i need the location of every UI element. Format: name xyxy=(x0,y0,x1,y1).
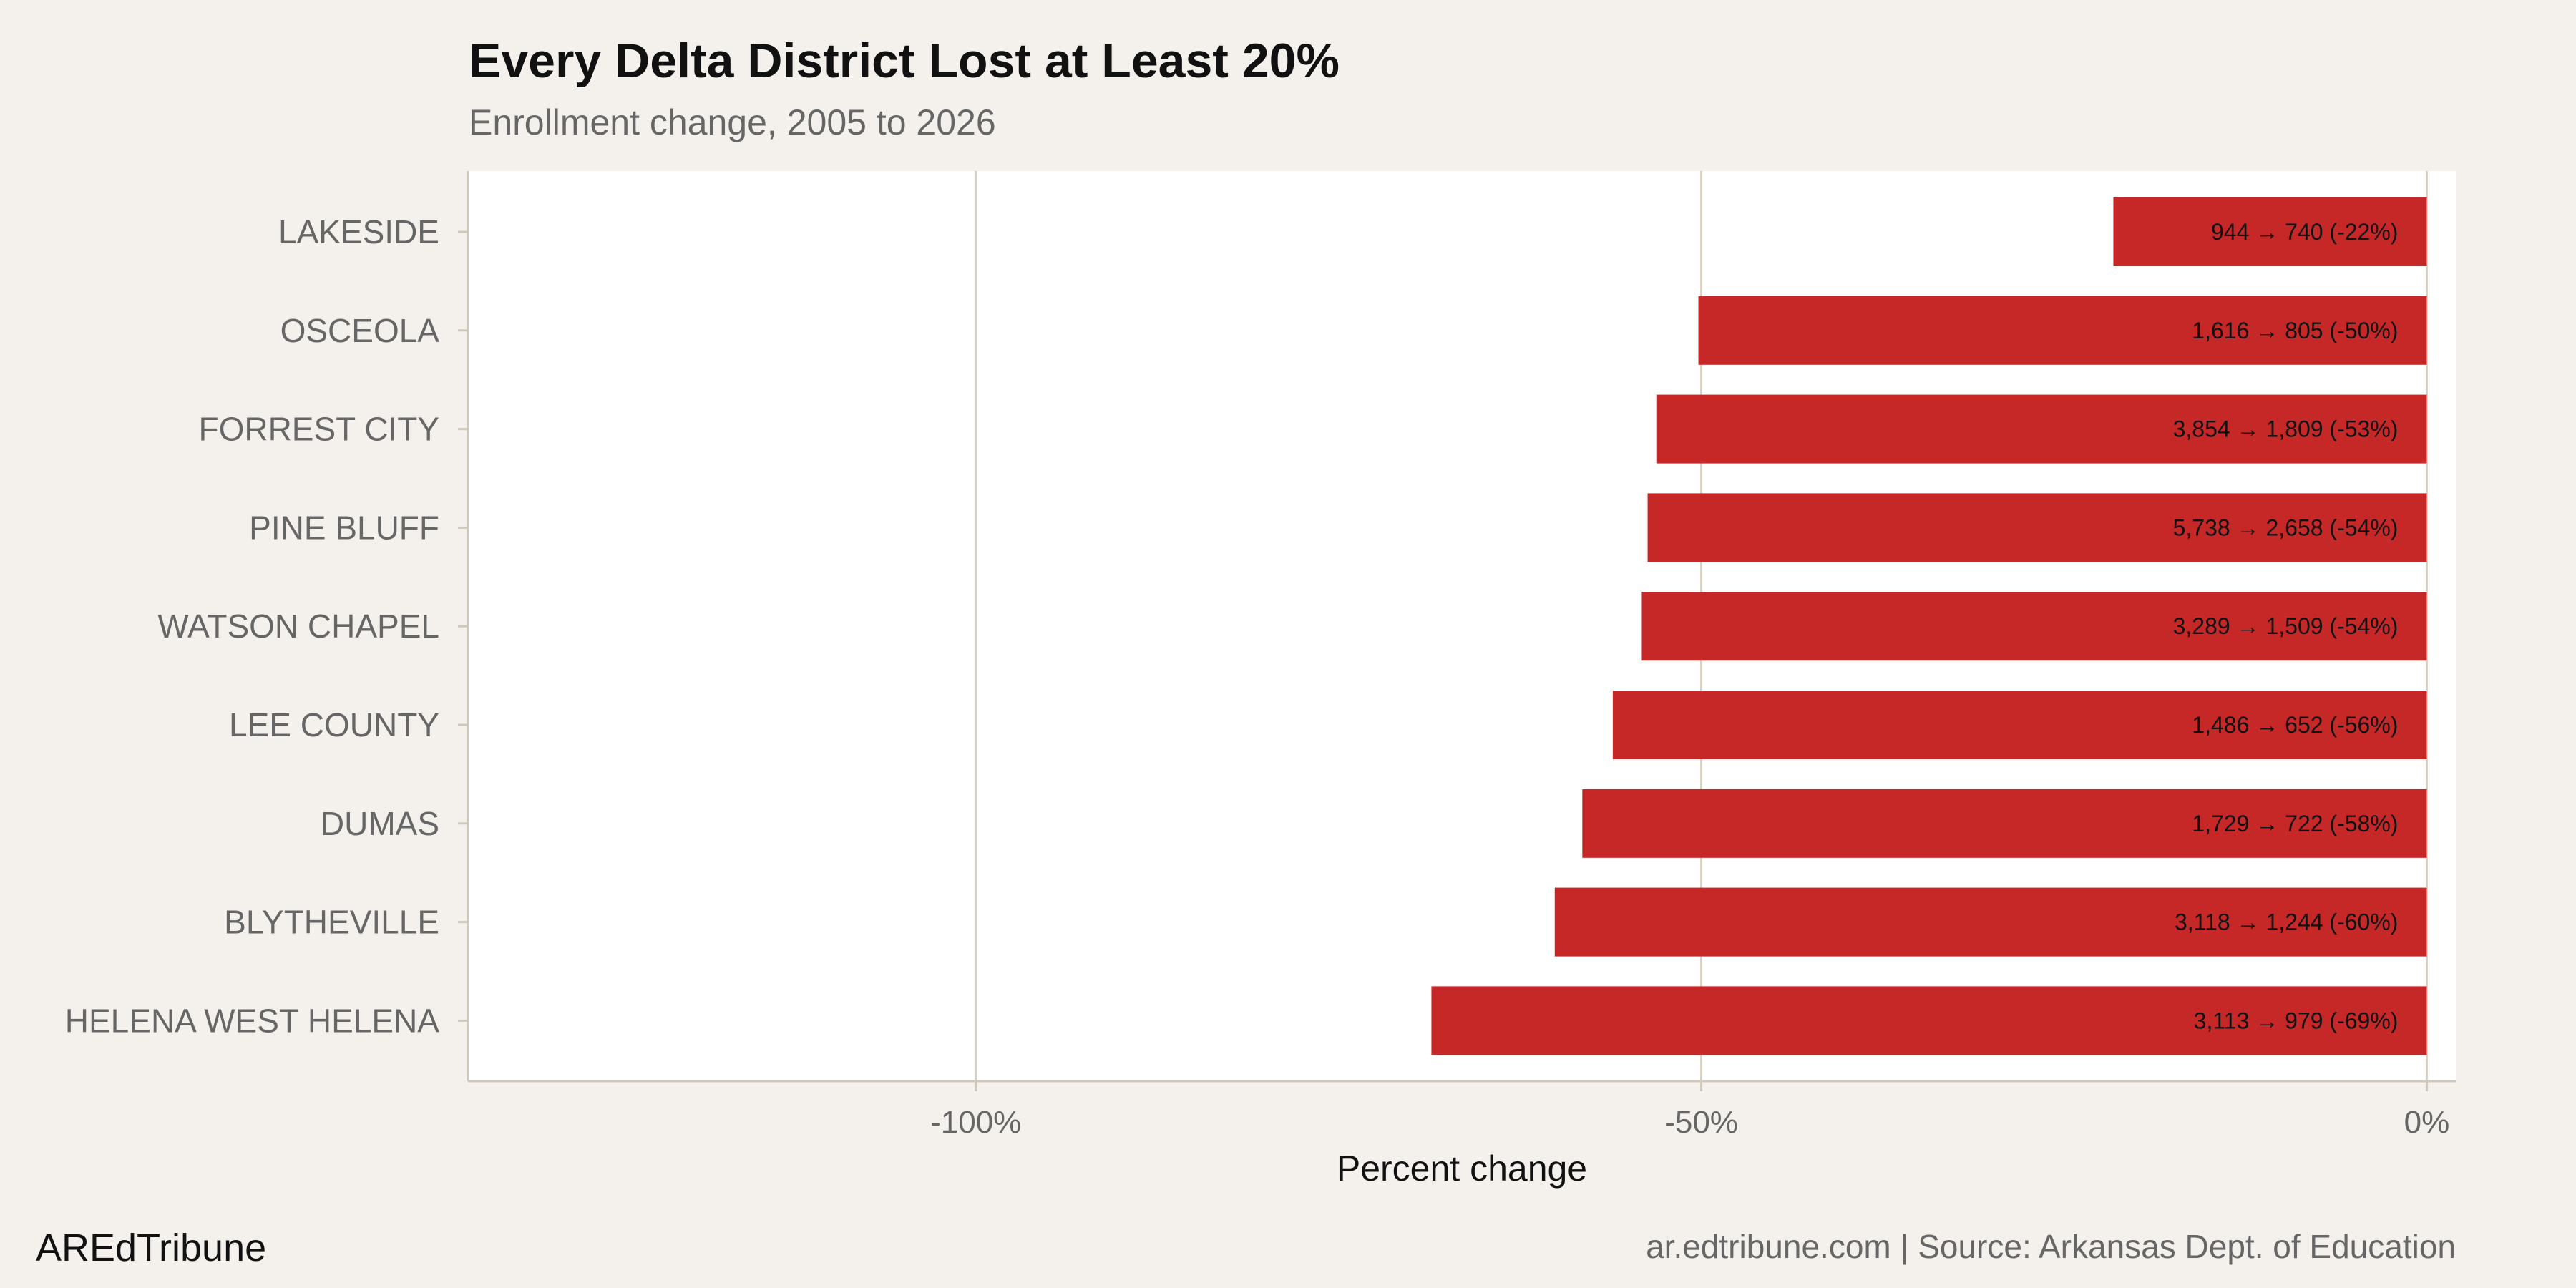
category-label: FORREST CITY xyxy=(198,411,439,448)
source-note: ar.edtribune.com | Source: Arkansas Dept… xyxy=(1646,1228,2456,1265)
bar-data-label: 3,113 → 979 (-69%) xyxy=(2194,1008,2399,1033)
bar xyxy=(2113,197,2427,266)
category-label: WATSON CHAPEL xyxy=(157,608,439,645)
category-label: BLYTHEVILLE xyxy=(224,904,439,941)
bar-data-label: 1,729 → 722 (-58%) xyxy=(2192,811,2398,836)
x-tick-label: -50% xyxy=(1664,1105,1738,1140)
bar-data-label: 1,486 → 652 (-56%) xyxy=(2192,712,2398,738)
bar-data-label: 3,289 → 1,509 (-54%) xyxy=(2173,613,2399,639)
category-label: LEE COUNTY xyxy=(229,706,439,743)
x-tick-label: 0% xyxy=(2404,1105,2450,1140)
bar-data-label: 1,616 → 805 (-50%) xyxy=(2192,318,2398,343)
category-label: HELENA WEST HELENA xyxy=(65,1002,440,1039)
brand-logo: AREdTribune xyxy=(36,1226,266,1269)
bar xyxy=(1647,493,2427,562)
category-label: DUMAS xyxy=(321,805,439,842)
category-label: LAKESIDE xyxy=(278,213,439,250)
bar xyxy=(1582,789,2427,858)
x-tick-label: -100% xyxy=(930,1105,1021,1140)
bar-data-label: 3,854 → 1,809 (-53%) xyxy=(2173,416,2399,442)
bar-data-label: 944 → 740 (-22%) xyxy=(2211,219,2398,245)
category-label: OSCEOLA xyxy=(280,312,440,349)
bar-data-label: 3,118 → 1,244 (-60%) xyxy=(2175,909,2398,935)
chart-subtitle: Enrollment change, 2005 to 2026 xyxy=(469,102,996,142)
bar xyxy=(1656,394,2427,464)
bar xyxy=(1554,887,2427,957)
chart-title: Every Delta District Lost at Least 20% xyxy=(469,34,1340,88)
bar xyxy=(1698,296,2427,365)
category-label: PINE BLUFF xyxy=(249,509,439,546)
bar xyxy=(1612,691,2427,759)
x-axis-title: Percent change xyxy=(1337,1148,1587,1189)
bar-data-label: 5,738 → 2,658 (-54%) xyxy=(2173,514,2399,540)
bar xyxy=(1641,592,2427,661)
bar xyxy=(1431,986,2427,1055)
